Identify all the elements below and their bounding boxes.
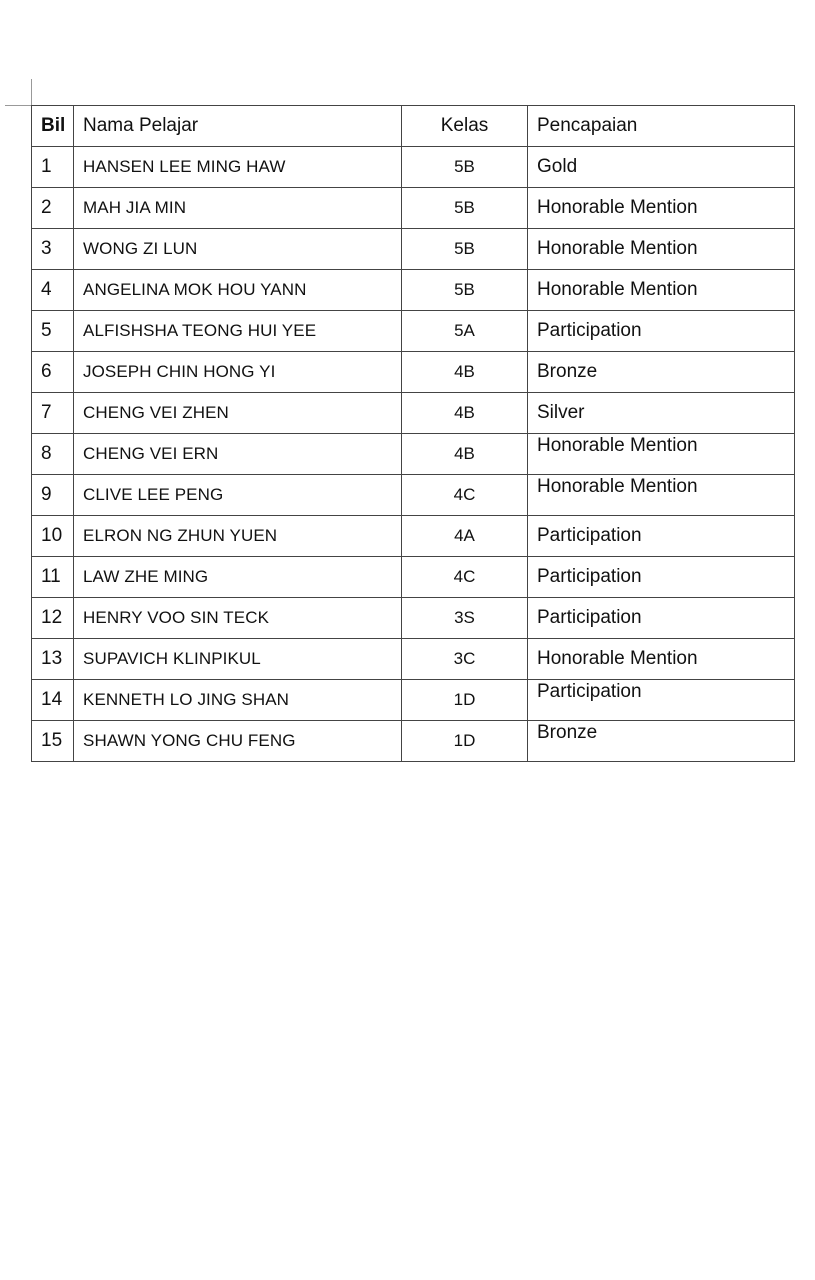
cell-kelas: 4C	[401, 474, 528, 516]
cell-nama: CHENG VEI ZHEN	[73, 392, 402, 434]
cell-pencapaian: Honorable Mention	[527, 228, 795, 270]
cell-nama: CLIVE LEE PENG	[73, 474, 402, 516]
cell-kelas: 4B	[401, 433, 528, 475]
cell-bil: 6	[31, 351, 74, 393]
table-row: 11 LAW ZHE MING 4C Participation	[31, 556, 795, 598]
cell-pencapaian: Participation	[527, 597, 795, 639]
header-bil: Bil	[31, 105, 74, 147]
cell-bil: 2	[31, 187, 74, 229]
table-row: 13 SUPAVICH KLINPIKUL 3C Honorable Mention	[31, 638, 795, 680]
table-row: 15 SHAWN YONG CHU FENG 1D Bronze	[31, 720, 795, 762]
table-row: 7 CHENG VEI ZHEN 4B Silver	[31, 392, 795, 434]
cell-kelas: 5B	[401, 228, 528, 270]
table-row: 8 CHENG VEI ERN 4B Honorable Mention	[31, 433, 795, 475]
cell-kelas: 5A	[401, 310, 528, 352]
cell-kelas: 4B	[401, 351, 528, 393]
cell-nama: ELRON NG ZHUN YUEN	[73, 515, 402, 557]
cell-kelas: 4C	[401, 556, 528, 598]
cell-pencapaian: Participation	[527, 556, 795, 598]
cell-pencapaian: Participation	[527, 679, 795, 721]
table-row: 4 ANGELINA MOK HOU YANN 5B Honorable Mentio…	[31, 269, 795, 311]
cell-pencapaian: Honorable Mention	[527, 269, 795, 311]
table-header-row: Bil Nama Pelajar Kelas Pencapaian	[31, 105, 795, 147]
cell-nama: CHENG VEI ERN	[73, 433, 402, 475]
cell-bil: 8	[31, 433, 74, 475]
cell-pencapaian: Silver	[527, 392, 795, 434]
cell-pencapaian: Participation	[527, 310, 795, 352]
cell-nama: ANGELINA MOK HOU YANN	[73, 269, 402, 311]
cell-bil: 1	[31, 146, 74, 188]
cell-pencapaian: Bronze	[527, 351, 795, 393]
table-row: 12 HENRY VOO SIN TECK 3S Participation	[31, 597, 795, 639]
cell-nama: LAW ZHE MING	[73, 556, 402, 598]
cell-bil: 7	[31, 392, 74, 434]
cell-kelas: 1D	[401, 679, 528, 721]
table-row: 14 KENNETH LO JING SHAN 1D Participation	[31, 679, 795, 721]
cell-kelas: 5B	[401, 187, 528, 229]
cell-bil: 12	[31, 597, 74, 639]
table-row: 2 MAH JIA MIN 5B Honorable Mention	[31, 187, 795, 229]
cell-nama: SHAWN YONG CHU FENG	[73, 720, 402, 762]
student-achievement-table: Bil Nama Pelajar Kelas Pencapaian 1 HANSE…	[31, 105, 795, 762]
cell-pencapaian: Participation	[527, 515, 795, 557]
table-row: 9 CLIVE LEE PENG 4C Honorable Mention	[31, 474, 795, 516]
cell-nama: MAH JIA MIN	[73, 187, 402, 229]
cell-bil: 9	[31, 474, 74, 516]
cell-nama: JOSEPH CHIN HONG YI	[73, 351, 402, 393]
cell-kelas: 5B	[401, 146, 528, 188]
cell-pencapaian: Honorable Mention	[527, 638, 795, 680]
cell-nama: SUPAVICH KLINPIKUL	[73, 638, 402, 680]
cell-pencapaian: Gold	[527, 146, 795, 188]
cell-kelas: 3C	[401, 638, 528, 680]
cell-nama: HANSEN LEE MING HAW	[73, 146, 402, 188]
cell-nama: WONG ZI LUN	[73, 228, 402, 270]
table-row: 3 WONG ZI LUN 5B Honorable Mention	[31, 228, 795, 270]
cell-pencapaian: Honorable Mention	[527, 433, 795, 475]
table-row: 6 JOSEPH CHIN HONG YI 4B Bronze	[31, 351, 795, 393]
header-kelas: Kelas	[401, 105, 528, 147]
table-row: 10 ELRON NG ZHUN YUEN 4A Participation	[31, 515, 795, 557]
cell-bil: 10	[31, 515, 74, 557]
cell-pencapaian: Honorable Mention	[527, 187, 795, 229]
cell-bil: 15	[31, 720, 74, 762]
cell-nama: ALFISHSHA TEONG HUI YEE	[73, 310, 402, 352]
cell-nama: KENNETH LO JING SHAN	[73, 679, 402, 721]
header-pencapaian: Pencapaian	[527, 105, 795, 147]
cell-bil: 13	[31, 638, 74, 680]
margin-corner-mark-horizontal	[5, 105, 32, 106]
table-row: 5 ALFISHSHA TEONG HUI YEE 5A Participation	[31, 310, 795, 352]
cell-bil: 14	[31, 679, 74, 721]
cell-pencapaian: Bronze	[527, 720, 795, 762]
cell-kelas: 4A	[401, 515, 528, 557]
cell-kelas: 5B	[401, 269, 528, 311]
cell-pencapaian: Honorable Mention	[527, 474, 795, 516]
cell-bil: 4	[31, 269, 74, 311]
cell-kelas: 3S	[401, 597, 528, 639]
margin-corner-mark-vertical	[31, 79, 32, 106]
cell-bil: 11	[31, 556, 74, 598]
table-row: 1 HANSEN LEE MING HAW 5B Gold	[31, 146, 795, 188]
cell-bil: 3	[31, 228, 74, 270]
cell-bil: 5	[31, 310, 74, 352]
cell-kelas: 4B	[401, 392, 528, 434]
cell-nama: HENRY VOO SIN TECK	[73, 597, 402, 639]
cell-kelas: 1D	[401, 720, 528, 762]
header-nama-pelajar: Nama Pelajar	[73, 105, 402, 147]
